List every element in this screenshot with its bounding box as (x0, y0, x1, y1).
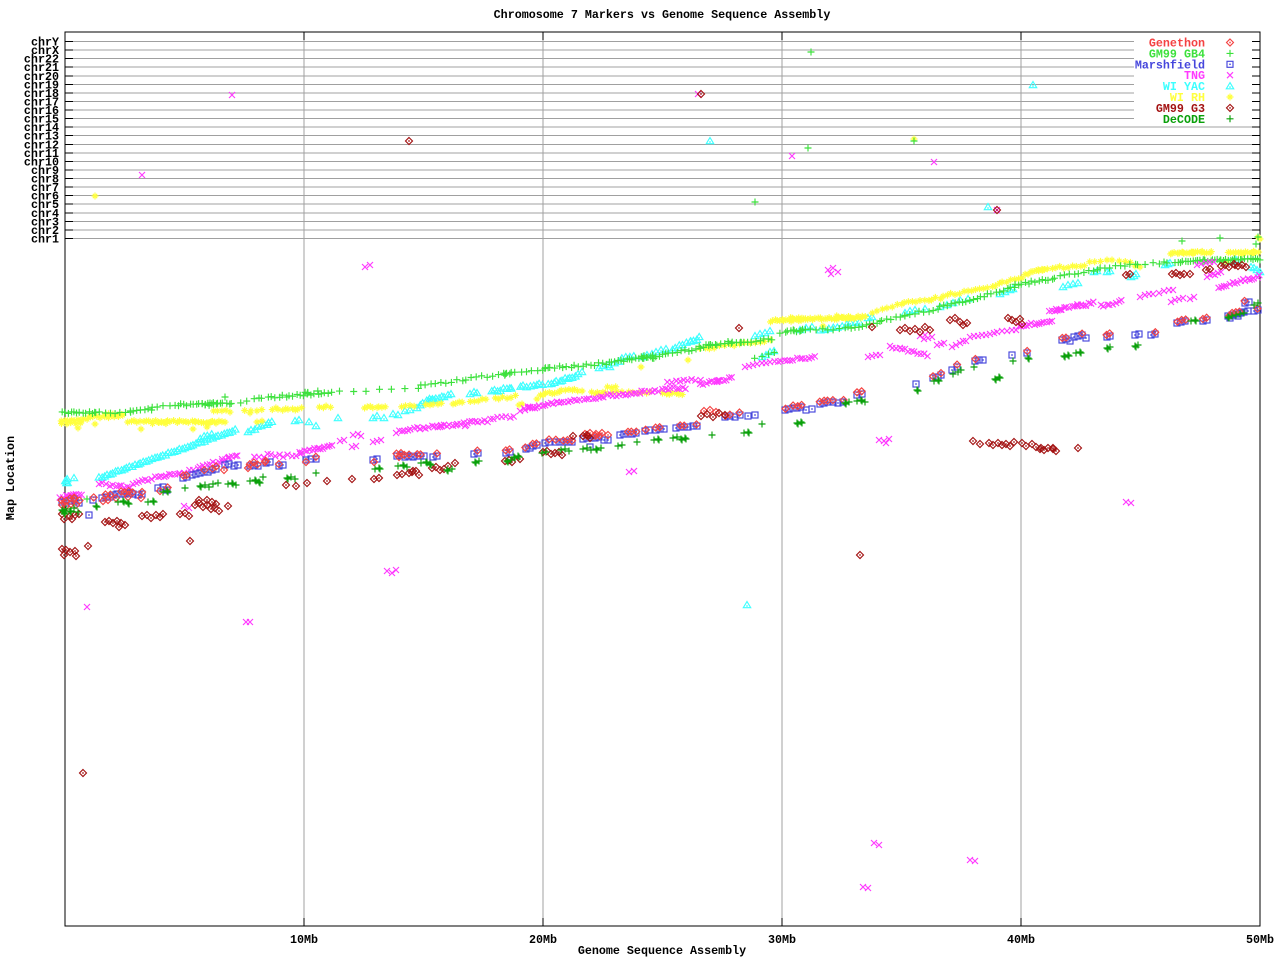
svg-text:chr6: chr6 (31, 190, 59, 204)
svg-text:chr9: chr9 (31, 164, 59, 178)
svg-text:chr14: chr14 (24, 121, 59, 135)
svg-text:chr3: chr3 (31, 215, 59, 229)
svg-text:chr20: chr20 (24, 70, 59, 84)
svg-text:20Mb: 20Mb (529, 933, 557, 947)
svg-text:Marshfield: Marshfield (1135, 58, 1205, 72)
svg-text:chr12: chr12 (24, 138, 59, 152)
svg-text:GM99 G3: GM99 G3 (1156, 102, 1205, 116)
svg-text:chrY: chrY (31, 36, 59, 50)
svg-text:WI RH: WI RH (1170, 91, 1205, 105)
svg-text:chr21: chr21 (24, 61, 59, 75)
svg-text:chr5: chr5 (31, 198, 59, 212)
svg-text:chr4: chr4 (31, 207, 59, 221)
svg-text:40Mb: 40Mb (1007, 933, 1035, 947)
svg-text:chrX: chrX (31, 44, 60, 58)
svg-text:Genome Sequence Assembly: Genome Sequence Assembly (578, 944, 746, 958)
svg-text:DeCODE: DeCODE (1163, 113, 1205, 127)
svg-text:chr13: chr13 (24, 130, 59, 144)
svg-text:chr17: chr17 (24, 96, 59, 110)
svg-text:chr22: chr22 (24, 53, 59, 67)
svg-text:chr18: chr18 (24, 87, 59, 101)
svg-text:Chromosome 7 Markers vs Genome: Chromosome 7 Markers vs Genome Sequence … (494, 8, 831, 22)
svg-text:GM99 GB4: GM99 GB4 (1149, 47, 1205, 61)
svg-text:chr8: chr8 (31, 173, 59, 187)
svg-text:chr2: chr2 (31, 224, 59, 238)
svg-text:chr7: chr7 (31, 181, 59, 195)
svg-text:chr19: chr19 (24, 78, 59, 92)
svg-text:10Mb: 10Mb (290, 933, 318, 947)
svg-text:Genethon: Genethon (1149, 37, 1205, 51)
svg-text:Map Location: Map Location (4, 436, 18, 520)
svg-text:50Mb: 50Mb (1246, 933, 1274, 947)
svg-text:chr16: chr16 (24, 104, 59, 118)
svg-text:WI YAC: WI YAC (1163, 80, 1205, 94)
svg-text:chr11: chr11 (24, 147, 59, 161)
svg-text:chr1: chr1 (31, 233, 59, 247)
svg-text:chr10: chr10 (24, 155, 59, 169)
svg-text:30Mb: 30Mb (768, 933, 796, 947)
svg-text:TNG: TNG (1184, 69, 1205, 83)
svg-text:chr15: chr15 (24, 113, 59, 127)
